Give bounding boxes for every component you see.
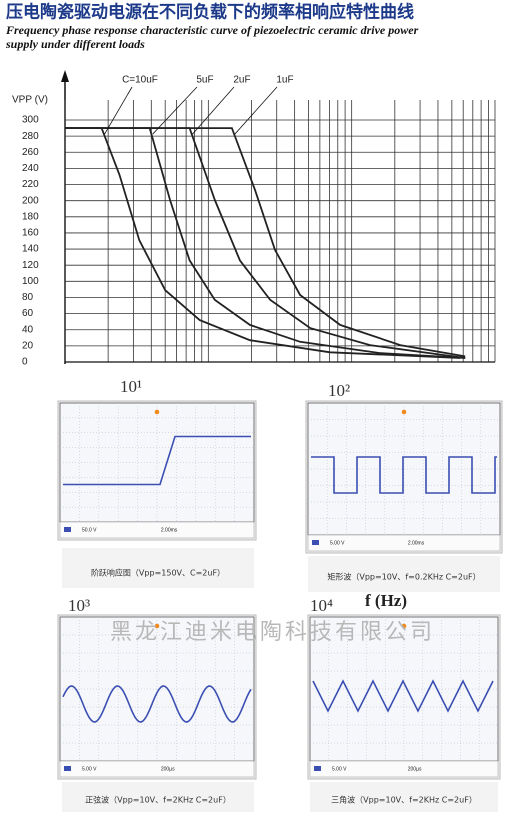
waveform (311, 456, 497, 494)
y-tick-label: 220 (22, 179, 39, 190)
scope-caption: 矩形波（Vpp=10V、f=0.2KHz C=2uF） (327, 572, 480, 582)
y-tick-label: 0 (22, 357, 28, 368)
y-tick-label: 60 (22, 308, 34, 319)
waveform (62, 685, 252, 723)
trigger-marker (401, 623, 407, 629)
y-axis-label: VPP (V) (12, 95, 48, 106)
y-tick-label: 260 (22, 147, 39, 158)
curve (65, 127, 461, 359)
scope-caption: 正弦波（Vpp=10V、f=2KHz C=2uF） (85, 795, 231, 805)
trigger-marker (401, 409, 407, 415)
caption-box (310, 782, 498, 812)
time-per-div: 2.00ms (408, 540, 425, 546)
waveform (312, 679, 494, 713)
title: 压电陶瓷驱动电源在不同负载下的频率相响应特性曲线 (6, 2, 414, 23)
leader-line (104, 86, 133, 135)
status-bar (59, 760, 255, 778)
y-tick-label: 240 (22, 163, 39, 174)
leader-line (234, 86, 278, 135)
volts-per-div: 5.00 V (332, 766, 347, 772)
y-tick-label: 200 (22, 195, 39, 206)
channel-chip (64, 766, 71, 771)
waveform (63, 435, 251, 486)
leader-line (192, 86, 235, 135)
legend-label: 2uF (233, 75, 250, 86)
caption-box (308, 556, 500, 592)
legend-label: 1uF (276, 75, 293, 86)
y-tick-label: 280 (22, 131, 39, 142)
trigger-marker (154, 623, 160, 629)
y-tick-label: 80 (22, 292, 34, 303)
volts-per-div: 5.00 V (330, 540, 345, 546)
legend-label: C=10uF (122, 75, 158, 86)
y-tick-label: 300 (22, 115, 39, 126)
y-tick-label: 180 (22, 211, 39, 222)
time-per-div: 2.00ms (161, 527, 178, 533)
x-axis-label: f (Hz) (365, 591, 407, 610)
y-tick-label: 160 (22, 228, 39, 239)
trigger-marker (154, 409, 160, 415)
y-tick-label: 120 (22, 260, 39, 271)
volts-per-div: 5.00 V (82, 766, 97, 772)
scope-panels: 50.0 V 2.00ms 阶跃响应图（Vpp=150V、C=2uF） 5.00 V 2… (57, 400, 503, 812)
caption-box (62, 782, 254, 812)
y-tick-label: 100 (22, 276, 39, 287)
curve (65, 127, 466, 359)
watermark: 黑龙江迪米电陶科技有限公司 (110, 620, 435, 645)
status-bar (59, 521, 255, 539)
channel-chip (312, 540, 319, 545)
y-tick-label: 140 (22, 244, 39, 255)
volts-per-div: 50.0 V (82, 527, 97, 533)
decade-label: 10⁴ (310, 596, 333, 615)
scope-caption: 三角波（Vpp=10V、f=2KHz C=2uF） (331, 795, 477, 805)
status-bar (307, 534, 501, 552)
legend-label: 5uF (196, 75, 213, 86)
status-bar (309, 760, 499, 778)
curve (65, 127, 466, 358)
time-per-div: 200µs (161, 766, 175, 772)
decade-label: 10¹ (120, 377, 142, 396)
channel-chip (314, 766, 321, 771)
leader-line (152, 86, 198, 135)
channel-chip (64, 527, 71, 532)
decade-label: 10³ (68, 596, 90, 615)
subtitle: supply under different loads (5, 37, 145, 51)
y-tick-label: 20 (22, 341, 34, 352)
subtitle: Frequency phase response characteristic … (5, 23, 419, 37)
time-per-div: 200µs (408, 766, 422, 772)
y-tick-label: 40 (22, 324, 34, 335)
decade-label: 10² (328, 381, 350, 400)
curve (65, 127, 466, 359)
caption-box (62, 548, 254, 588)
plot-area (64, 100, 496, 363)
scope-caption: 阶跃响应图（Vpp=150V、C=2uF） (91, 568, 225, 578)
